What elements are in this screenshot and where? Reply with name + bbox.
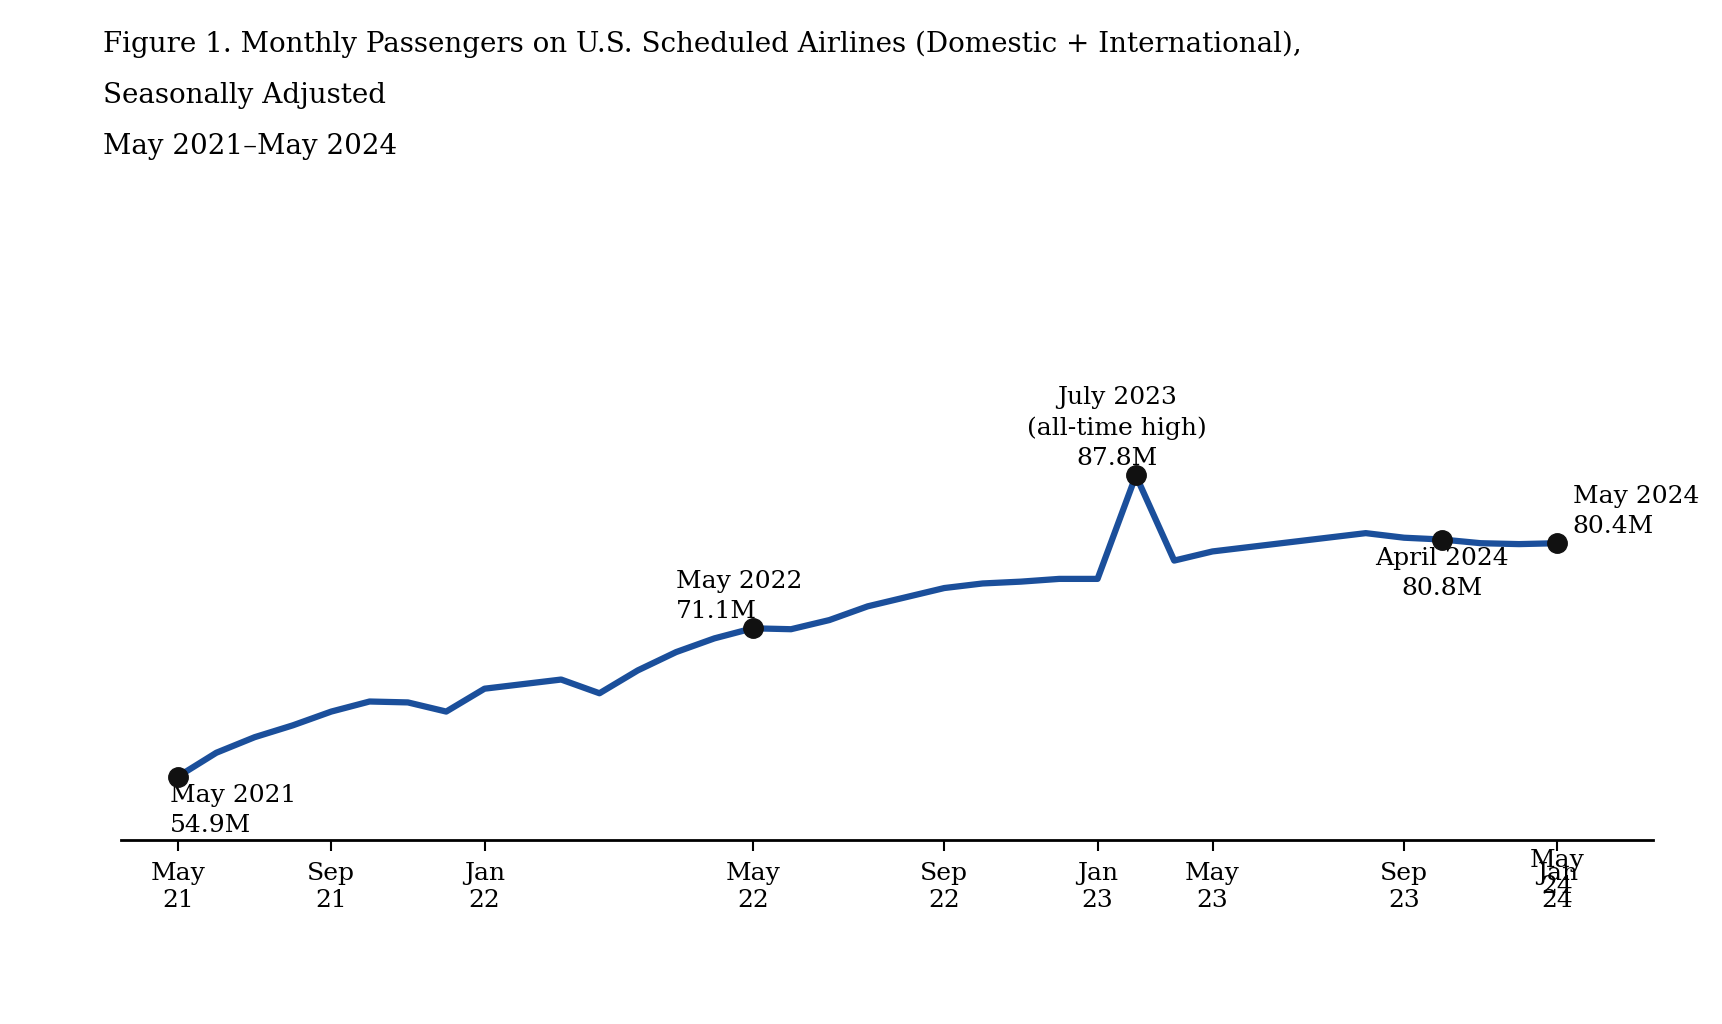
Text: May 2024
80.4M: May 2024 80.4M — [1572, 484, 1700, 538]
Text: May 2022
71.1M: May 2022 71.1M — [677, 569, 802, 623]
Text: May 2021–May 2024: May 2021–May 2024 — [103, 133, 398, 160]
Text: May
24: May 24 — [1529, 849, 1584, 898]
Text: Seasonally Adjusted: Seasonally Adjusted — [103, 82, 386, 109]
Text: July 2023
(all-time high)
87.8M: July 2023 (all-time high) 87.8M — [1026, 386, 1207, 470]
Text: April 2024
80.8M: April 2024 80.8M — [1376, 547, 1508, 600]
Text: May 2021
54.9M: May 2021 54.9M — [170, 783, 296, 837]
Text: Figure 1. Monthly Passengers on U.S. Scheduled Airlines (Domestic + Internationa: Figure 1. Monthly Passengers on U.S. Sch… — [103, 31, 1302, 58]
